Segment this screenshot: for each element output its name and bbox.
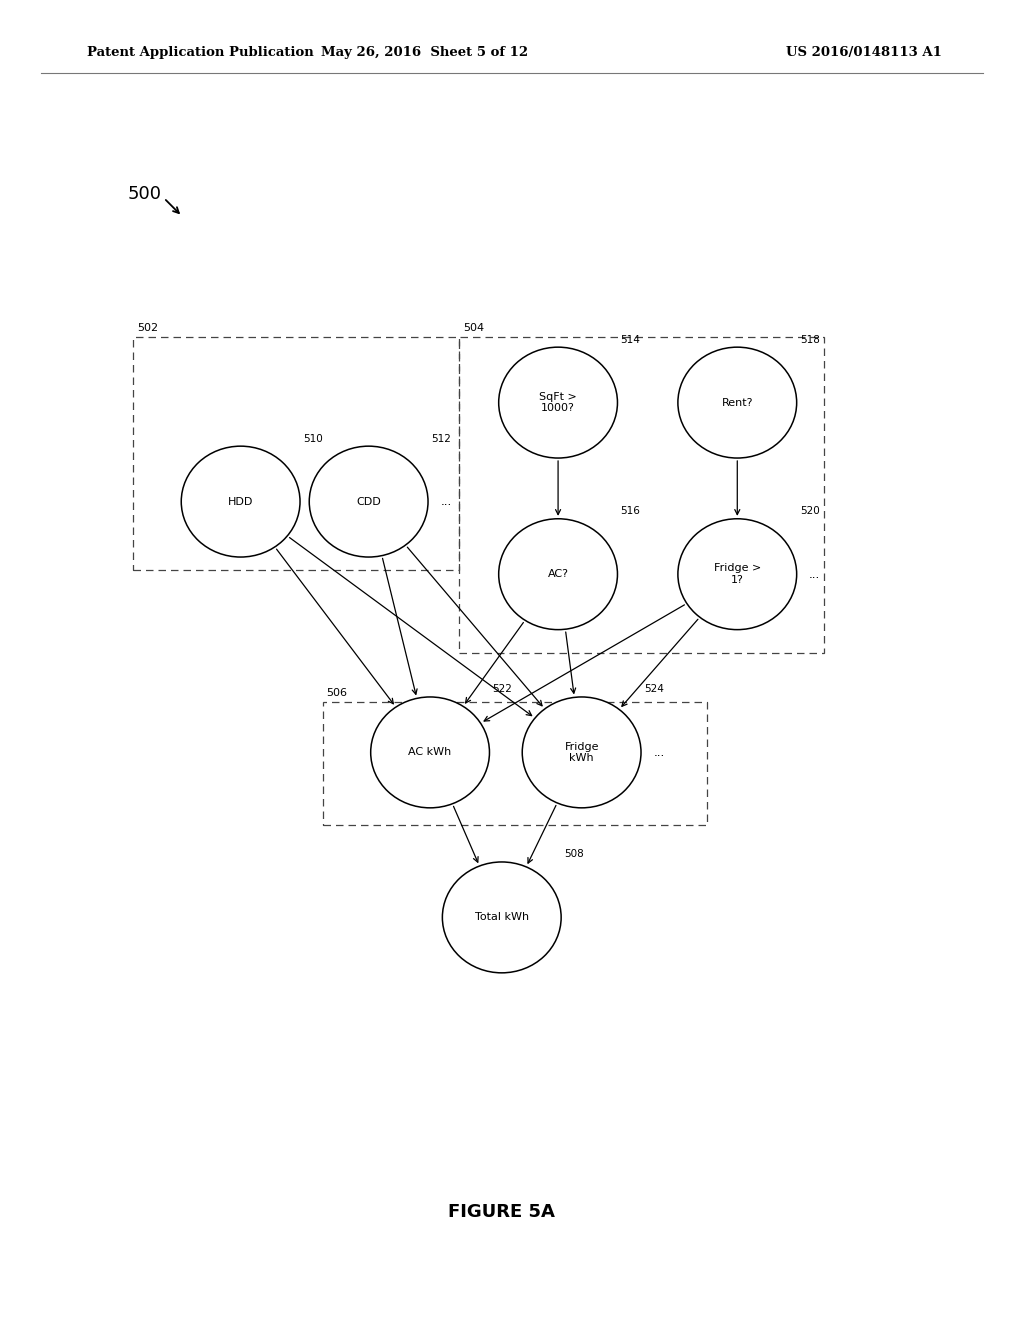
Text: Total kWh: Total kWh xyxy=(475,912,528,923)
Text: 520: 520 xyxy=(800,506,819,516)
Text: 524: 524 xyxy=(644,684,664,694)
Text: FIGURE 5A: FIGURE 5A xyxy=(449,1203,555,1221)
Text: SqFt >
1000?: SqFt > 1000? xyxy=(540,392,577,413)
Text: 500: 500 xyxy=(128,185,162,203)
Bar xyxy=(459,337,824,653)
Text: 504: 504 xyxy=(463,322,484,333)
Text: 506: 506 xyxy=(327,688,348,698)
Ellipse shape xyxy=(499,347,617,458)
Text: AC kWh: AC kWh xyxy=(409,747,452,758)
Text: 510: 510 xyxy=(303,433,323,444)
Text: 508: 508 xyxy=(564,849,584,859)
Text: Fridge
kWh: Fridge kWh xyxy=(564,742,599,763)
Ellipse shape xyxy=(442,862,561,973)
Ellipse shape xyxy=(678,347,797,458)
Text: ...: ... xyxy=(653,746,665,759)
Ellipse shape xyxy=(522,697,641,808)
Text: ...: ... xyxy=(809,568,820,581)
Text: US 2016/0148113 A1: US 2016/0148113 A1 xyxy=(786,46,942,59)
Ellipse shape xyxy=(499,519,617,630)
Text: May 26, 2016  Sheet 5 of 12: May 26, 2016 Sheet 5 of 12 xyxy=(322,46,528,59)
Bar xyxy=(133,337,459,570)
Text: 522: 522 xyxy=(493,684,512,694)
Text: HDD: HDD xyxy=(228,496,253,507)
Text: 502: 502 xyxy=(137,322,159,333)
Text: CDD: CDD xyxy=(356,496,381,507)
Text: 512: 512 xyxy=(431,433,451,444)
Text: Patent Application Publication: Patent Application Publication xyxy=(87,46,313,59)
Text: AC?: AC? xyxy=(548,569,568,579)
Text: Rent?: Rent? xyxy=(722,397,753,408)
Ellipse shape xyxy=(181,446,300,557)
Ellipse shape xyxy=(678,519,797,630)
Text: 516: 516 xyxy=(621,506,640,516)
Bar xyxy=(323,702,707,825)
Text: 514: 514 xyxy=(621,334,640,345)
Text: ...: ... xyxy=(440,495,452,508)
Text: 518: 518 xyxy=(800,334,819,345)
Text: Fridge >
1?: Fridge > 1? xyxy=(714,564,761,585)
Ellipse shape xyxy=(309,446,428,557)
Ellipse shape xyxy=(371,697,489,808)
